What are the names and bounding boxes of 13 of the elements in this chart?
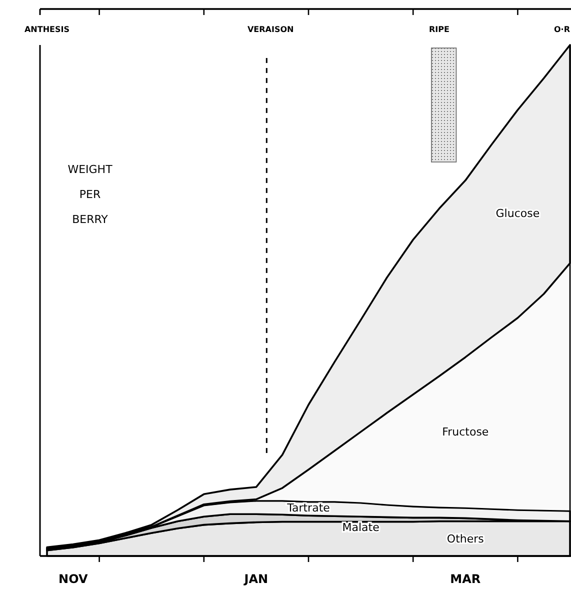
text: VERAISON	[247, 25, 294, 34]
x-tick-label: JAN	[243, 572, 268, 586]
series-label: Fructose	[442, 426, 489, 439]
x-tick-label: NOV	[58, 572, 88, 586]
x-tick-label: MAR	[450, 572, 481, 586]
series-label: Malate	[342, 521, 380, 534]
series-label: Others	[446, 532, 484, 546]
text: O·R	[554, 25, 570, 34]
series-label: Glucose	[496, 206, 540, 220]
text: RIPE	[429, 25, 450, 34]
y-axis-title: WEIGHT PER BERRY	[68, 163, 113, 226]
series-label: Tartrate	[286, 502, 330, 515]
text: ANTHESIS	[24, 25, 70, 34]
